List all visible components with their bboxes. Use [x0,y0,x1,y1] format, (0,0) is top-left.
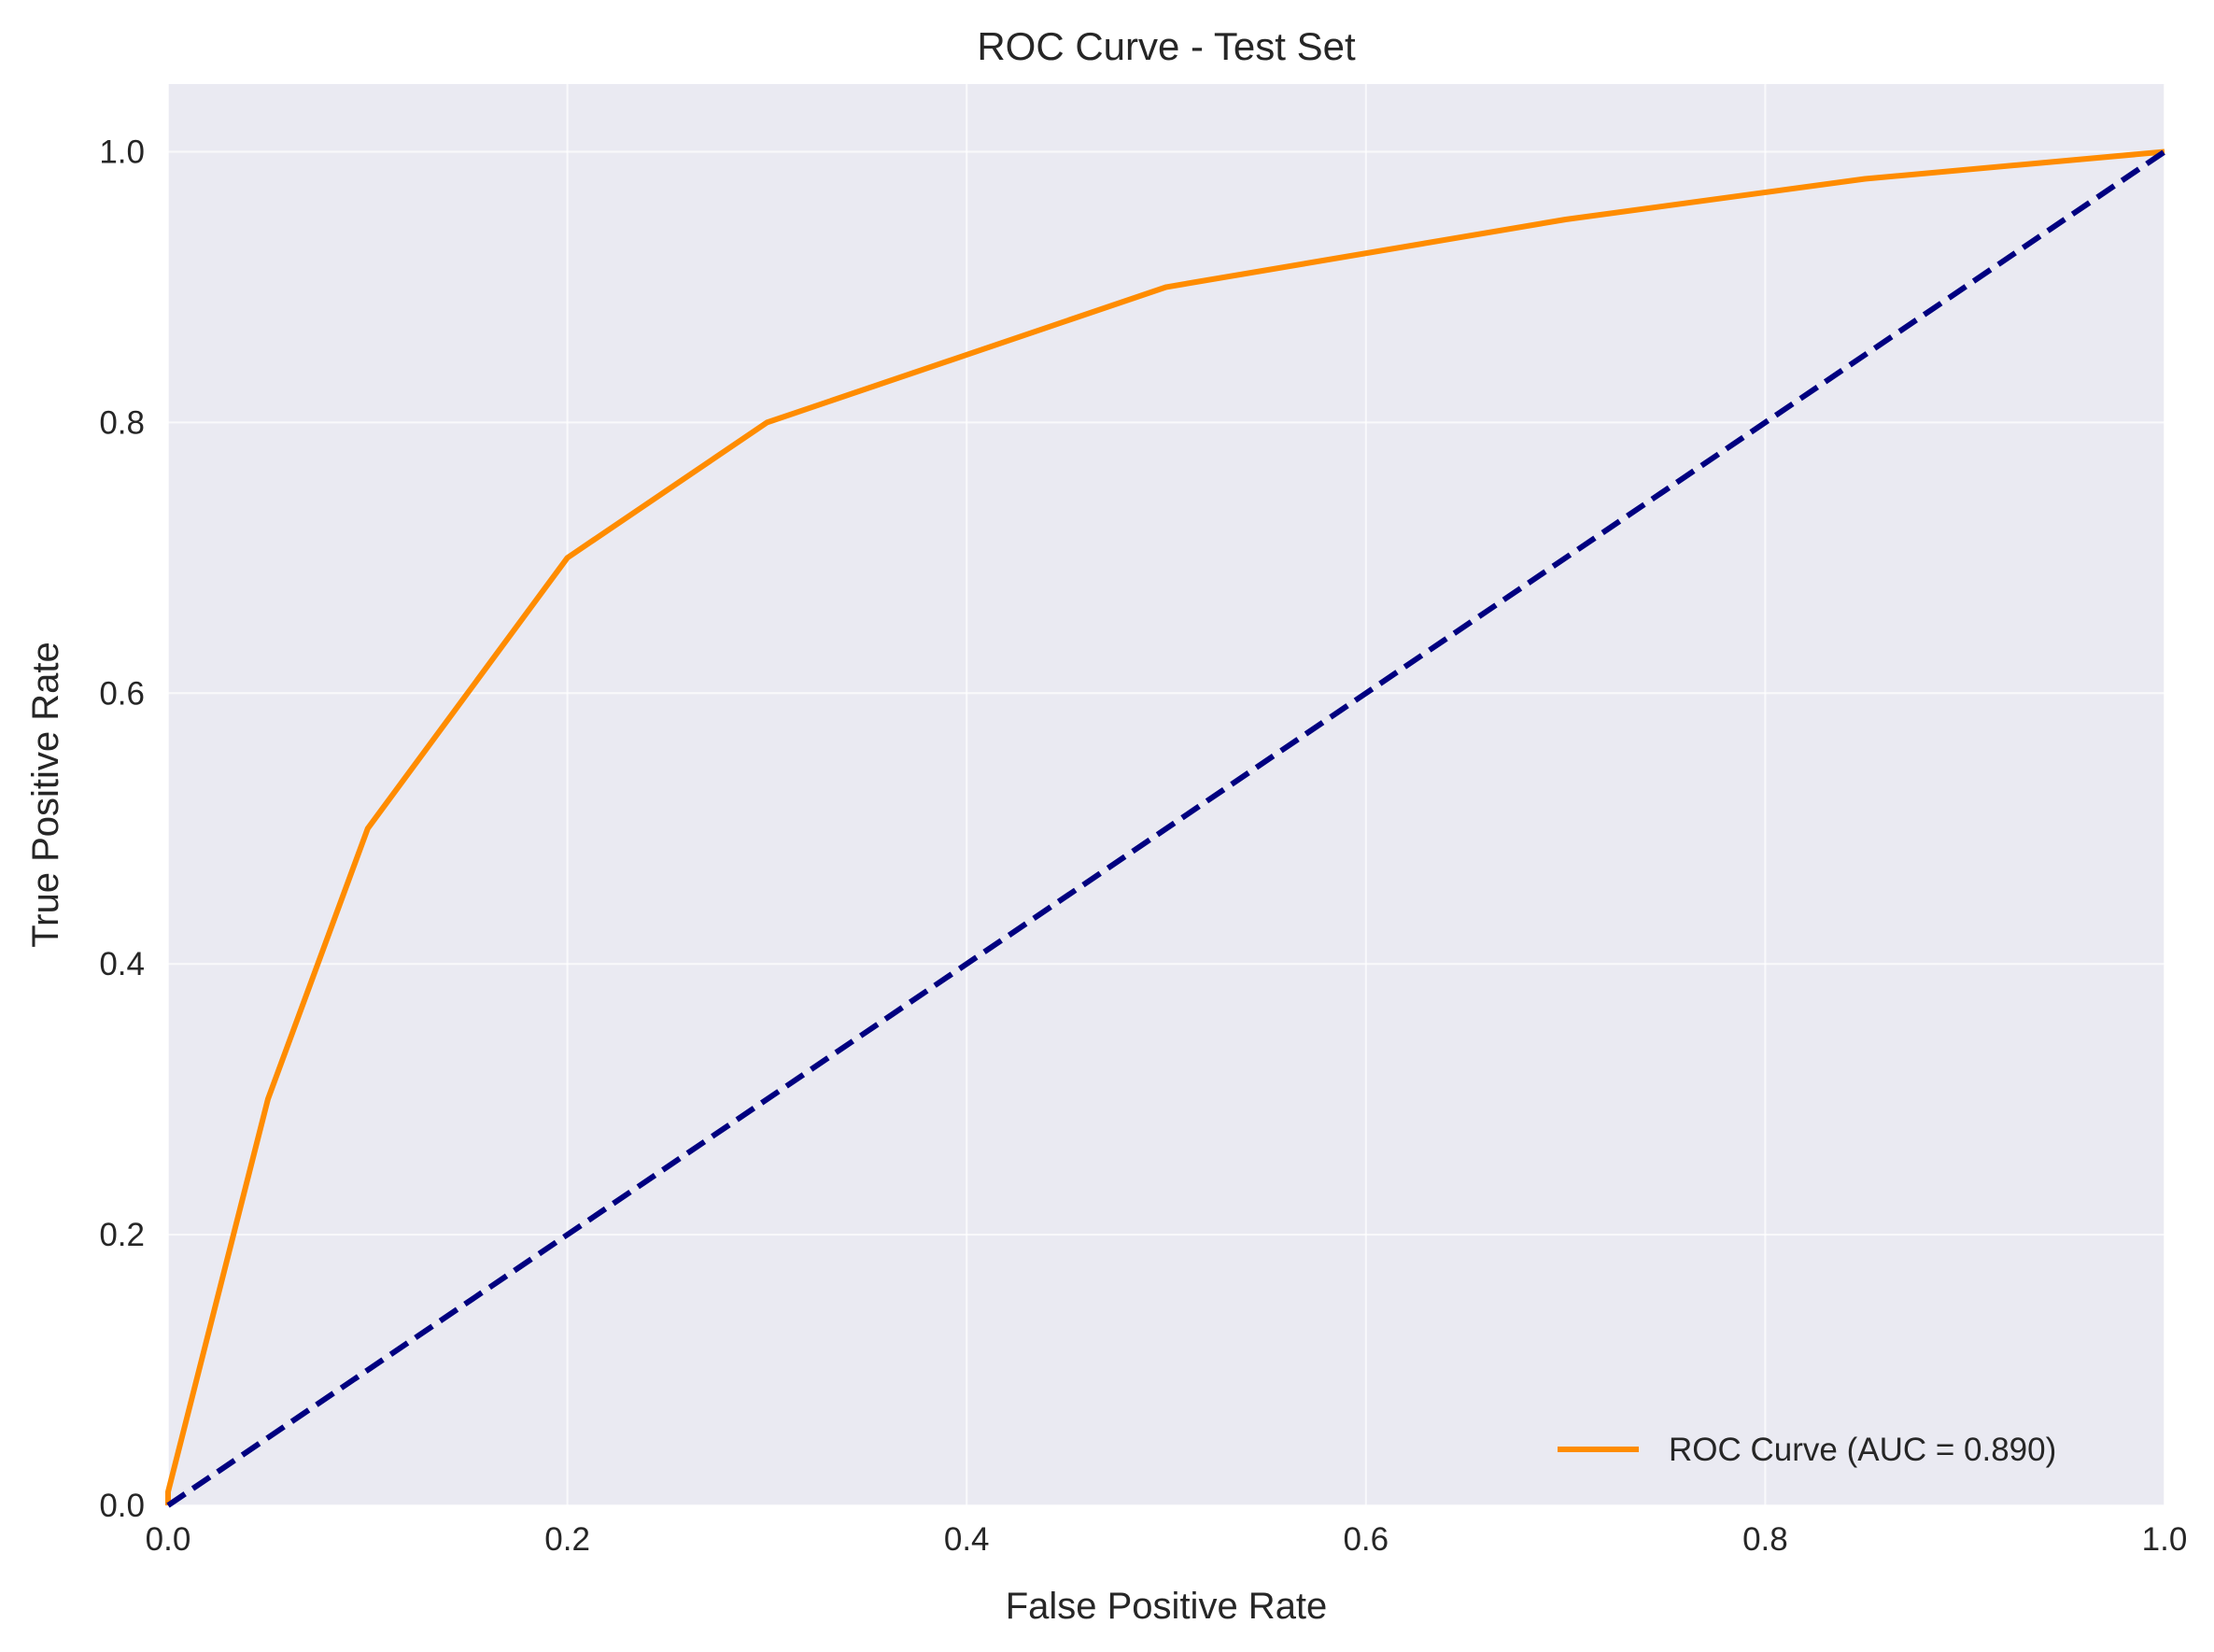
x-tick-labels: 0.0 0.2 0.4 0.6 0.8 1.0 [146,1521,2188,1558]
series-lines [165,148,2166,1508]
x-tick-label: 0.2 [544,1521,590,1558]
y-tick-label: 0.8 [99,404,145,441]
y-tick-label: 0.0 [99,1488,145,1524]
x-axis-label: False Positive Rate [1006,1586,1328,1627]
y-tick-label: 0.4 [99,946,145,982]
x-tick-label: 1.0 [2142,1521,2188,1558]
grid-lines [167,84,2165,1506]
chart-title: ROC Curve - Test Set [977,24,1356,68]
x-tick-label: 0.4 [944,1521,990,1558]
legend-label-roc: ROC Curve (AUC = 0.890) [1669,1432,2056,1468]
legend: ROC Curve (AUC = 0.890) [1558,1432,2056,1468]
plot-background [168,84,2165,1505]
chance-diagonal-line [166,149,2166,1508]
y-tick-labels: 0.0 0.2 0.4 0.6 0.8 1.0 [99,134,145,1524]
y-tick-label: 0.2 [99,1217,145,1253]
y-tick-label: 1.0 [99,134,145,170]
x-tick-label: 0.6 [1343,1521,1389,1558]
x-tick-label: 0.8 [1742,1521,1788,1558]
x-tick-label: 0.0 [146,1521,191,1558]
y-axis-label: True Positive Rate [25,642,66,948]
y-tick-label: 0.6 [99,675,145,712]
roc-curve-line [165,148,2165,1505]
